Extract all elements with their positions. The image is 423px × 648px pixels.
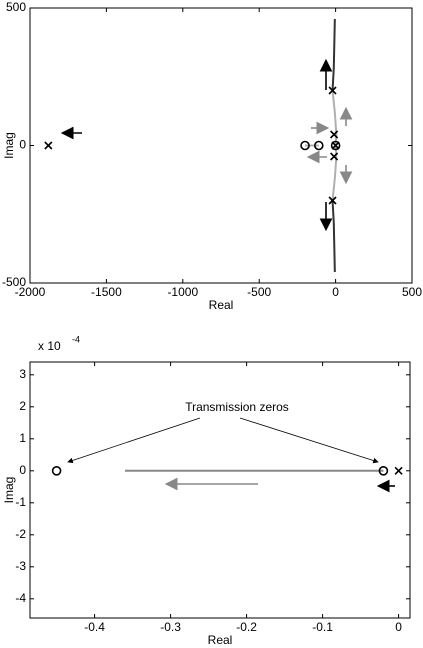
x-tick-label: -2000 bbox=[15, 285, 46, 299]
x-tick-label: -1000 bbox=[167, 285, 198, 299]
plot-frame bbox=[29, 7, 413, 284]
zero-marker bbox=[51, 465, 62, 476]
zero-marker bbox=[378, 465, 389, 476]
y-tick-label: 0 bbox=[19, 138, 26, 152]
pole-marker bbox=[44, 141, 53, 150]
pole-marker bbox=[328, 86, 337, 95]
y-tick-label: 500 bbox=[6, 0, 26, 14]
x-tick-label: -500 bbox=[247, 285, 271, 299]
x-tick-label: -1500 bbox=[91, 285, 122, 299]
x-tick-label: -0.3 bbox=[160, 620, 181, 634]
x-tick-label: -0.4 bbox=[84, 620, 105, 634]
locus-line bbox=[331, 200, 336, 273]
pole-marker bbox=[330, 152, 339, 161]
pole-marker bbox=[331, 141, 340, 150]
y-exponent: -4 bbox=[72, 334, 80, 344]
x-tick-label: 0 bbox=[395, 620, 402, 634]
y-tick-label: -4 bbox=[15, 591, 26, 605]
y-tick-label: -3 bbox=[15, 559, 26, 573]
y-tick-label: 1 bbox=[19, 431, 26, 445]
direction-arrows bbox=[60, 58, 395, 493]
pole-marker bbox=[394, 466, 403, 475]
x-tick-label: -0.1 bbox=[312, 620, 333, 634]
y-tick-label: 2 bbox=[19, 399, 26, 413]
zero-marker bbox=[300, 140, 310, 151]
locus-line bbox=[331, 18, 336, 91]
plot-frame bbox=[29, 361, 411, 619]
y-tick-label: -2 bbox=[15, 527, 26, 541]
pole-marker bbox=[330, 130, 339, 139]
zero-marker bbox=[313, 140, 324, 151]
y-tick-label: 0 bbox=[19, 463, 26, 477]
x-axis-label: Real bbox=[209, 298, 234, 312]
x-tick-label: 500 bbox=[402, 285, 422, 299]
y-axis-label: Imag bbox=[2, 132, 16, 159]
y-multiplier: x 10 bbox=[38, 339, 61, 353]
zero-marker bbox=[330, 140, 341, 151]
x-axis-label: Real bbox=[208, 633, 233, 647]
pole-marker bbox=[328, 196, 337, 205]
y-axis-label: Imag bbox=[2, 477, 16, 504]
y-tick-label: 3 bbox=[19, 367, 26, 381]
annotation: Transmission zeros bbox=[185, 400, 289, 414]
y-tick-label: -1 bbox=[15, 495, 26, 509]
x-tick-label: 0 bbox=[332, 285, 339, 299]
y-tick-label: -500 bbox=[2, 275, 26, 289]
x-tick-label: -0.2 bbox=[236, 620, 257, 634]
